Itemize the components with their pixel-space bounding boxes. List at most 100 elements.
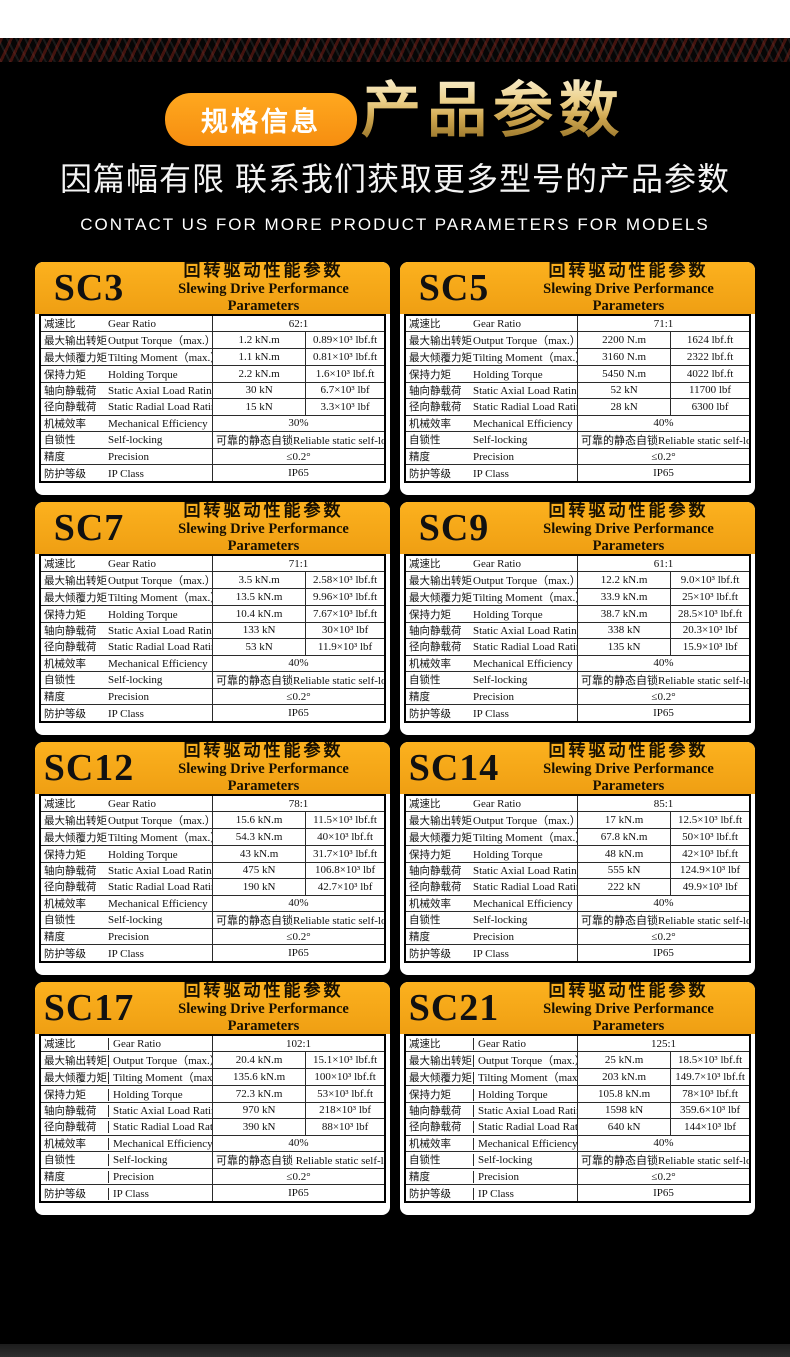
value-cell: ≤0.2° [577, 927, 751, 946]
table-title-en: Slewing Drive Performance Parameters [543, 281, 714, 314]
row-axial-load: 轴向静载荷 Static Axial Load Rating 555 kN 124… [404, 861, 751, 880]
row-radial-load: 径向静载荷 Static Radial Load Rating 15 kN 3.3… [39, 398, 386, 416]
row-label: 精度 Precision [404, 927, 578, 946]
value-cell-imperial: 12.5×10³ lbf.ft [670, 811, 751, 830]
value-cell-metric: 13.5 kN.m [211, 588, 307, 607]
row-label: 机械效率 Mechanical Efficiency [404, 414, 578, 432]
row-label: 最大输出转矩Output Torque（max.） [39, 331, 213, 350]
value-cell-imperial: 4022 lbf.ft [670, 365, 751, 383]
row-output-torque: 最大输出转矩 Output Torque（max.） 25 kN.m 18.5×1… [404, 1051, 751, 1070]
spec-table: 减速比 Gear Ratio 125:1 最大输出转矩 Output Torque（… [404, 1034, 751, 1203]
row-mechanical-efficiency: 机械效率 Mechanical Efficiency 40% [39, 1134, 386, 1152]
row-precision: 精度 Precision ≤0.2° [39, 447, 386, 466]
value-cell: ≤0.2° [577, 687, 751, 706]
spec-card-header: SC7 回转驱动性能参数 Slewing Drive Performance P… [35, 502, 390, 554]
row-label: 精度 Precision [39, 1167, 213, 1186]
row-holding-torque: 保持力矩 Holding Torque 38.7 kN.m 28.5×10³ lb… [404, 605, 751, 623]
spec-card-titles: 回转驱动性能参数 Slewing Drive Performance Param… [508, 262, 755, 315]
value-cell: 125:1 [577, 1034, 751, 1053]
row-label: 防护等级 IP Class [39, 704, 213, 723]
value-cell-imperial: 124.9×10³ lbf [670, 861, 751, 880]
value-cell-metric: 17 kN.m [576, 811, 672, 830]
value-cell: 40% [212, 894, 386, 912]
row-label: 减速比 Gear Ratio [39, 1034, 213, 1053]
row-label: 自锁性 Self-locking [404, 670, 578, 689]
value-cell-metric: 67.8 kN.m [576, 828, 672, 847]
table-title-cn: 回转驱动性能参数 [183, 742, 344, 760]
page-title: 产品参数 [361, 77, 625, 144]
model-name: SC17 [43, 987, 135, 1029]
row-label: 防护等级 IP Class [39, 1184, 213, 1203]
row-label: 减速比 Gear Ratio [404, 794, 578, 813]
row-radial-load: 径向静载荷 Static Radial Load Rating 28 kN 630… [404, 398, 751, 416]
value-cell-imperial: 0.81×10³ lbf.ft [305, 348, 386, 367]
row-label: 自锁性 Self-locking [39, 430, 213, 449]
value-cell-imperial: 31.7×10³ lbf.ft [305, 845, 386, 863]
row-self-locking: 自锁性 Self-locking 可靠的静态自锁 Reliable static … [39, 1150, 386, 1169]
row-label: 机械效率 Mechanical Efficiency [39, 654, 213, 672]
value-cell: 30% [212, 414, 386, 432]
value-cell-metric: 640 kN [576, 1118, 672, 1136]
row-axial-load: 轴向静载荷 Static Axial Load Rating 30 kN 6.7×… [39, 381, 386, 400]
row-label: 保持力矩 Holding Torque [39, 1085, 213, 1103]
row-self-locking: 自锁性 Self-locking 可靠的静态自锁Reliable static s… [39, 670, 386, 689]
value-cell-imperial: 1624 lbf.ft [670, 331, 751, 350]
spec-card-titles: 回转驱动性能参数 Slewing Drive Performance Param… [508, 742, 755, 795]
row-holding-torque: 保持力矩 Holding Torque 43 kN.m 31.7×10³ lbf.… [39, 845, 386, 863]
spec-card-header: SC21 回转驱动性能参数 Slewing Drive Performance … [400, 982, 755, 1034]
row-tilting-moment: 最大倾覆力矩Tilting Moment（max.） 135.6 kN.m 10… [39, 1068, 386, 1087]
row-tilting-moment: 最大倾覆力矩Tilting Moment（max.） 54.3 kN.m 40×… [39, 828, 386, 847]
row-label: 最大倾覆力矩Tilting Moment（max.） [404, 348, 578, 367]
spec-card-header: SC14 回转驱动性能参数 Slewing Drive Performance … [400, 742, 755, 794]
value-cell-imperial: 1.6×10³ lbf.ft [305, 365, 386, 383]
model-name: SC7 [53, 507, 125, 549]
value-cell: IP65 [212, 704, 386, 723]
row-ip-class: 防护等级 IP Class IP65 [404, 704, 751, 723]
spec-card: SC3 回转驱动性能参数 Slewing Drive Performance P… [35, 262, 390, 495]
spec-card-header: SC9 回转驱动性能参数 Slewing Drive Performance P… [400, 502, 755, 554]
value-cell-metric: 5450 N.m [576, 365, 672, 383]
row-label: 轴向静载荷 Static Axial Load Rating [404, 861, 578, 880]
row-label: 防护等级 IP Class [404, 464, 578, 483]
spec-table: 减速比 Gear Ratio 85:1 最大输出转矩Output Torque（m… [404, 794, 751, 963]
row-output-torque: 最大输出转矩Output Torque（max.） 15.6 kN.m 11.5… [39, 811, 386, 830]
row-label: 防护等级 IP Class [39, 464, 213, 483]
row-axial-load: 轴向静载荷 Static Axial Load Rating 1598 kN 35… [404, 1101, 751, 1120]
value-cell-imperial: 100×10³ lbf.ft [305, 1068, 386, 1087]
row-output-torque: 最大输出转矩Output Torque（max.） 17 kN.m 12.5×1… [404, 811, 751, 830]
row-self-locking: 自锁性 Self-locking 可靠的静态自锁Reliable static s… [404, 670, 751, 689]
row-self-locking: 自锁性 Self-locking 可靠的静态自锁Reliable static s… [39, 430, 386, 449]
value-cell: 102:1 [212, 1034, 386, 1053]
row-label: 轴向静载荷 Static Axial Load Rating [39, 861, 213, 880]
row-label: 机械效率 Mechanical Efficiency [404, 894, 578, 912]
row-tilting-moment: 最大倾覆力矩Tilting Moment（max.） 33.9 kN.m 25×… [404, 588, 751, 607]
row-gear-ratio: 减速比 Gear Ratio 78:1 [39, 794, 386, 813]
row-mechanical-efficiency: 机械效率 Mechanical Efficiency 40% [404, 414, 751, 432]
spec-card-titles: 回转驱动性能参数 Slewing Drive Performance Param… [143, 742, 390, 795]
value-cell-imperial: 53×10³ lbf.ft [305, 1085, 386, 1103]
table-title-cn: 回转驱动性能参数 [548, 502, 709, 520]
table-title-en: Slewing Drive Performance Parameters [543, 761, 714, 794]
row-label: 最大倾覆力矩Tilting Moment（max.） [39, 348, 213, 367]
value-cell-metric: 72.3 kN.m [211, 1085, 307, 1103]
value-cell-metric: 38.7 kN.m [576, 605, 672, 623]
value-cell-imperial: 2322 lbf.ft [670, 348, 751, 367]
row-ip-class: 防护等级 IP Class IP65 [39, 1184, 386, 1203]
row-label: 精度 Precision [404, 447, 578, 466]
value-cell-metric: 390 kN [211, 1118, 307, 1136]
spec-card: SC17 回转驱动性能参数 Slewing Drive Performance … [35, 982, 390, 1215]
row-label: 最大输出转矩Output Torque（max.） [39, 811, 213, 830]
value-cell: 可靠的静态自锁Reliable static self-locking [577, 430, 751, 449]
spec-table: 减速比 Gear Ratio 62:1 最大输出转矩Output Torque（m… [39, 314, 386, 483]
spec-card: SC5 回转驱动性能参数 Slewing Drive Performance P… [400, 262, 755, 495]
value-cell-metric: 970 kN [211, 1101, 307, 1120]
value-cell-imperial: 49.9×10³ lbf [670, 878, 751, 896]
row-holding-torque: 保持力矩 Holding Torque 2.2 kN.m 1.6×10³ lbf.… [39, 365, 386, 383]
row-label: 轴向静载荷 Static Axial Load Rating [404, 1101, 578, 1120]
row-label: 自锁性 Self-locking [404, 1150, 578, 1169]
row-label: 保持力矩 Holding Torque [404, 1085, 578, 1103]
